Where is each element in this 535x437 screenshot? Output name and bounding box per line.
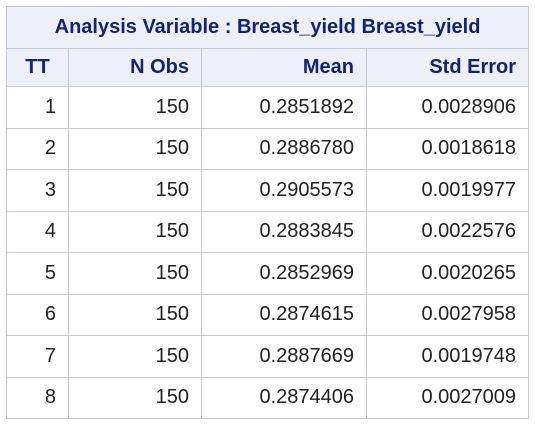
table-row: 6 150 0.2874615 0.0027958 [6, 293, 530, 336]
table-row: 2 150 0.2886780 0.0018618 [6, 127, 530, 170]
cell-tt: 4 [6, 210, 69, 253]
column-header-row: TT N Obs Mean Std Error [6, 48, 530, 87]
cell-mean: 0.2887669 [201, 335, 367, 378]
table-row: 3 150 0.2905573 0.0019977 [6, 169, 530, 212]
cell-n-obs: 150 [68, 86, 202, 129]
cell-tt: 3 [6, 169, 69, 212]
cell-std-error: 0.0028906 [365, 86, 530, 129]
cell-std-error: 0.0027009 [365, 376, 530, 419]
column-header-std-error: Std Error [365, 48, 530, 87]
cell-mean: 0.2905573 [201, 169, 367, 212]
cell-tt: 1 [6, 86, 69, 129]
column-header-mean: Mean [201, 48, 367, 87]
cell-mean: 0.2874615 [201, 293, 367, 336]
cell-std-error: 0.0019977 [365, 169, 530, 212]
table-row: 1 150 0.2851892 0.0028906 [6, 86, 530, 129]
cell-n-obs: 150 [68, 335, 202, 378]
cell-n-obs: 150 [68, 210, 202, 253]
table-row: 4 150 0.2883845 0.0022576 [6, 210, 530, 253]
cell-tt: 6 [6, 293, 69, 336]
cell-mean: 0.2852969 [201, 252, 367, 295]
cell-n-obs: 150 [68, 376, 202, 419]
cell-tt: 5 [6, 252, 69, 295]
cell-std-error: 0.0027958 [365, 293, 530, 336]
table-body: 1 150 0.2851892 0.0028906 2 150 0.288678… [6, 86, 530, 419]
table-row: 7 150 0.2887669 0.0019748 [6, 335, 530, 378]
column-header-tt: TT [6, 48, 69, 87]
table-row: 8 150 0.2874406 0.0027009 [6, 376, 530, 419]
cell-n-obs: 150 [68, 252, 202, 295]
cell-mean: 0.2851892 [201, 86, 367, 129]
cell-std-error: 0.0019748 [365, 335, 530, 378]
cell-std-error: 0.0018618 [365, 127, 530, 170]
cell-tt: 8 [6, 376, 69, 419]
cell-mean: 0.2874406 [201, 376, 367, 419]
cell-std-error: 0.0022576 [365, 210, 530, 253]
table-title: Analysis Variable : Breast_yield Breast_… [5, 6, 530, 49]
column-header-n-obs: N Obs [68, 48, 202, 87]
table-row: 5 150 0.2852969 0.0020265 [6, 252, 530, 295]
analysis-results-table: Analysis Variable : Breast_yield Breast_… [5, 6, 530, 419]
cell-mean: 0.2886780 [201, 127, 367, 170]
cell-mean: 0.2883845 [201, 210, 367, 253]
cell-n-obs: 150 [68, 127, 202, 170]
cell-n-obs: 150 [68, 169, 202, 212]
cell-std-error: 0.0020265 [365, 252, 530, 295]
cell-tt: 2 [6, 127, 69, 170]
results-table-container: Analysis Variable : Breast_yield Breast_… [5, 6, 530, 419]
table-title-row: Analysis Variable : Breast_yield Breast_… [5, 6, 530, 49]
cell-tt: 7 [6, 335, 69, 378]
cell-n-obs: 150 [68, 293, 202, 336]
